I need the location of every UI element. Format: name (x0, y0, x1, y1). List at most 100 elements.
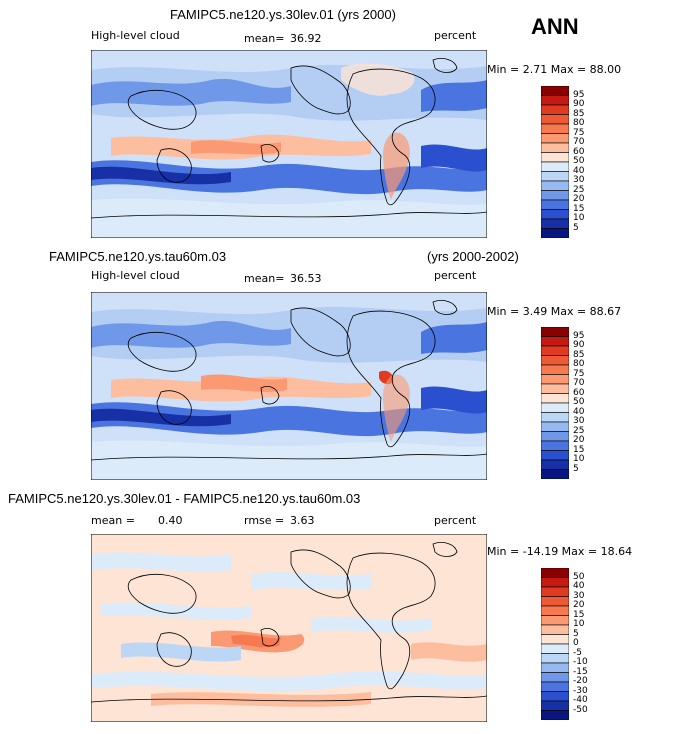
panel2-colorbar-swatch (541, 450, 569, 461)
panel3-colorbar (541, 568, 569, 720)
panel3-rmse-label: rmse = (244, 514, 285, 527)
panel2-variable-label: High-level cloud (91, 269, 180, 282)
panel2-colorbar-swatches (541, 327, 569, 479)
panel2-colorbar (541, 327, 569, 479)
panel1-colorbar-swatch (541, 152, 569, 163)
panel2-title: FAMIPC5.ne120.ys.tau60m.03 (49, 249, 227, 264)
panel1-colorbar-tick-label: 95 (573, 89, 585, 100)
panel3-colorbar-swatch (541, 672, 569, 683)
panel1-colorbar-tick-label: 25 (573, 184, 585, 195)
panel1-colorbar-tick-label: 90 (573, 99, 585, 109)
panel3-colorbar-swatch (541, 681, 569, 692)
panel3-colorbar-swatches (541, 568, 569, 720)
panel3-colorbar-tick-label: 5 (573, 628, 579, 639)
panel2-colorbar-swatch (541, 374, 569, 385)
panel1-colorbar (541, 86, 569, 238)
panel3-colorbar-swatch (541, 691, 569, 702)
panel3-colorbar-tick-label: 40 (573, 581, 585, 591)
panel3-colorbar-swatch (541, 624, 569, 635)
panel1-colorbar-tick-label: 30 (573, 175, 585, 185)
panel2-colorbar-swatch (541, 421, 569, 432)
panel2-colorbar-tick-label: 70 (573, 378, 585, 388)
panel1-colorbar-tick-label: 80 (573, 118, 585, 128)
panel2-minmax: Min = 3.49 Max = 88.67 (487, 305, 622, 318)
panel1-colorbar-swatch (541, 218, 569, 229)
panel1-mean-label: mean= (244, 32, 285, 45)
panel1-colorbar-swatch (541, 180, 569, 191)
panel2-colorbar-tick-label: 10 (573, 454, 585, 464)
panel3-colorbar-swatch (541, 568, 569, 578)
panel2-colorbar-tick-label: 5 (573, 463, 579, 474)
panel1-colorbar-swatch (541, 86, 569, 96)
panel2-units: percent (434, 269, 477, 282)
panel3-colorbar-tick-label: 15 (573, 609, 585, 620)
panel2-colorbar-swatch (541, 440, 569, 451)
season-label: ANN (531, 14, 579, 39)
panel3-colorbar-tick-label: -5 (573, 647, 582, 658)
panel3-colorbar-swatch (541, 634, 569, 645)
panel1-map (91, 50, 487, 238)
panel2-colorbar-tick-label: 95 (573, 330, 585, 341)
panel2-colorbar-swatch (541, 402, 569, 413)
panel2-colorbar-swatch (541, 383, 569, 394)
panel2-colorbar-swatch (541, 327, 569, 337)
panel3-colorbar-swatch (541, 662, 569, 673)
panel2-colorbar-tick-label: 30 (573, 416, 585, 426)
panel2-colorbar-swatch (541, 469, 569, 479)
panel3-colorbar-swatch (541, 653, 569, 664)
panel1-colorbar-tick-label: 40 (573, 165, 585, 176)
panel3-colorbar-tick-label: -15 (573, 666, 588, 677)
panel2-colorbar-swatch (541, 355, 569, 366)
panel3-colorbar-tick-label: 10 (573, 619, 585, 629)
panel1-colorbar-tick-label: 20 (573, 194, 585, 204)
panel3-colorbar-tick-label: 20 (573, 600, 585, 610)
panel3-colorbar-swatch (541, 615, 569, 626)
panel3-title: FAMIPC5.ne120.ys.30lev.01 - FAMIPC5.ne12… (8, 491, 361, 506)
panel3-colorbar-tick-label: -40 (573, 695, 588, 705)
panel1-colorbar-tick-label: 5 (573, 222, 579, 233)
panel2-map (91, 292, 487, 480)
panel3-colorbar-tick-label: 0 (573, 638, 579, 648)
panel2-years: (yrs 2000-2002) (427, 249, 519, 264)
panel1-colorbar-swatches (541, 86, 569, 238)
panel1-units: percent (434, 29, 477, 42)
panel3-colorbar-swatch (541, 700, 569, 711)
panel1-colorbar-swatch (541, 104, 569, 115)
panel3-colorbar-swatch (541, 605, 569, 616)
panel3-colorbar-swatch (541, 643, 569, 654)
panel1-colorbar-tick-label: 10 (573, 213, 585, 223)
panel3-colorbar-tick-label: -20 (573, 676, 588, 686)
panel2-colorbar-swatch (541, 412, 569, 423)
panel1-colorbar-tick-label: 60 (573, 146, 585, 157)
panel3-colorbar-tick-label: 30 (573, 590, 585, 601)
panel2-colorbar-tick-label: 90 (573, 340, 585, 350)
panel1-variable-label: High-level cloud (91, 29, 180, 42)
panel3-colorbar-swatch (541, 577, 569, 588)
panel1-colorbar-tick-label: 85 (573, 108, 585, 119)
panel1-colorbar-swatch (541, 171, 569, 182)
panel3-colorbar-swatch (541, 596, 569, 607)
panel1-colorbar-swatch (541, 142, 569, 153)
panel1-colorbar-swatch (541, 123, 569, 134)
panel2-colorbar-tick-label: 20 (573, 435, 585, 445)
panel1-colorbar-swatch (541, 114, 569, 125)
panel1-colorbar-swatch (541, 209, 569, 220)
panel1-title: FAMIPC5.ne120.ys.30lev.01 (yrs 2000) (170, 7, 396, 22)
panel2-colorbar-tick-label: 85 (573, 349, 585, 360)
panel3-units: percent (434, 514, 477, 527)
panel3-colorbar-tick-label: -50 (573, 704, 588, 715)
panel3-rmse-value: 3.63 (290, 514, 315, 527)
panel3-colorbar-swatch (541, 586, 569, 597)
panel2-colorbar-swatch (541, 336, 569, 347)
panel2-colorbar-tick-label: 25 (573, 425, 585, 436)
panel2-colorbar-tick-label: 50 (573, 397, 585, 407)
panel3-colorbar-tick-label: -30 (573, 685, 588, 696)
panel1-colorbar-tick-label: 75 (573, 127, 585, 138)
panel3-colorbar-tick-label: -10 (573, 657, 588, 667)
panel1-colorbar-swatch (541, 228, 569, 238)
panel1-colorbar-swatch (541, 133, 569, 144)
panel2-colorbar-swatch (541, 431, 569, 442)
panel2-colorbar-swatch (541, 459, 569, 470)
panel1-colorbar-swatch (541, 190, 569, 201)
panel2-colorbar-tick-label: 60 (573, 387, 585, 398)
